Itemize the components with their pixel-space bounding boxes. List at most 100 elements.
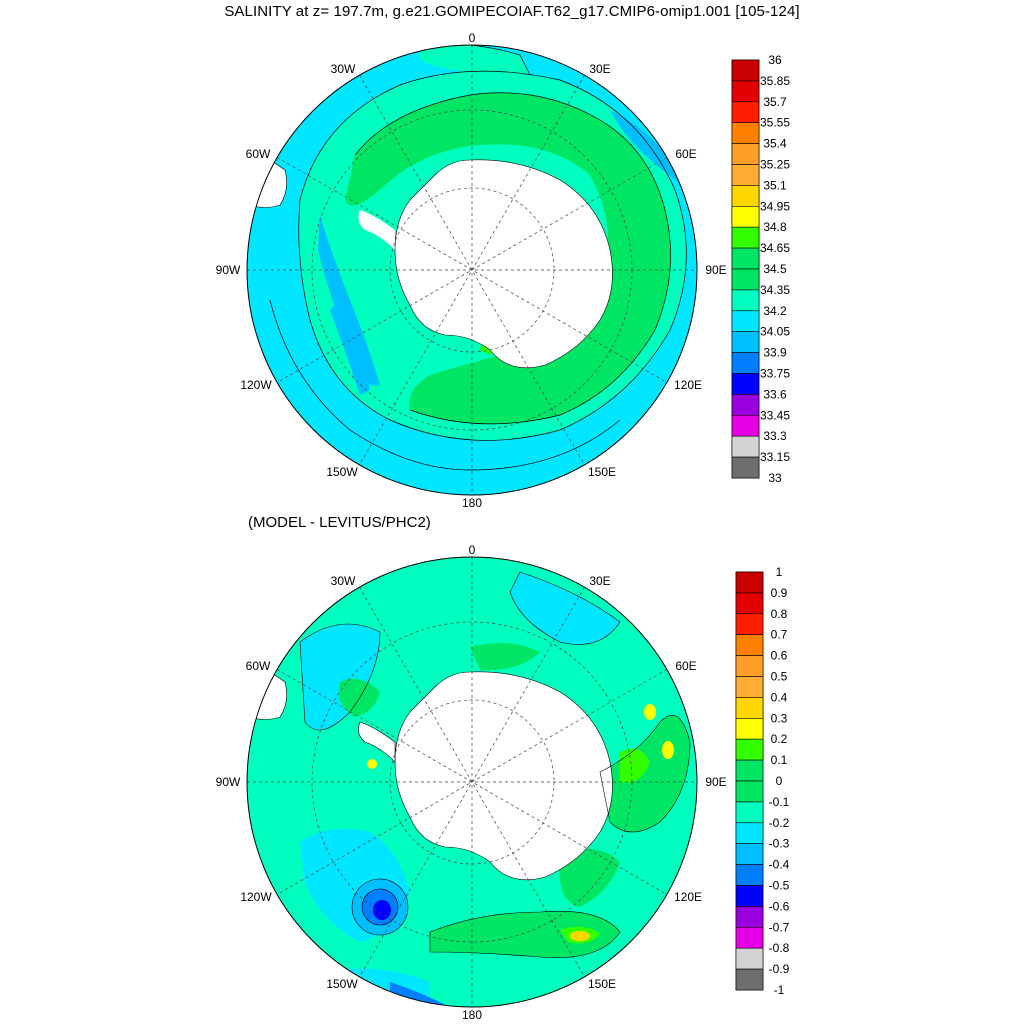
colorbar-box (731, 206, 760, 228)
colorbar-box (735, 676, 764, 698)
colorbar-box (731, 331, 760, 353)
colorbar-tick-label: 0.1 (771, 753, 788, 767)
colorbar-box (735, 885, 764, 907)
colorbar-box (735, 759, 764, 782)
colorbar-box (735, 697, 764, 719)
colorbar-tick-label: -0.6 (769, 899, 790, 913)
lon-label-150e: 150E (588, 465, 616, 479)
colorbar-tick-label: -0.5 (769, 879, 790, 893)
colorbar-box (731, 394, 760, 416)
colorbar-box (731, 143, 760, 165)
colorbar-tick-label: 34.65 (760, 241, 790, 255)
colorbar-box (735, 780, 764, 803)
difference-map-panel: 0 30E 60E 90E 120E 150E 180 150W 120W 90… (216, 543, 790, 1022)
colorbar-tick-label: -0.9 (769, 962, 790, 976)
colorbar-tick-label: 36 (768, 53, 782, 67)
colorbar-tick-label: 34.05 (760, 325, 790, 339)
colorbar-tick-label: 33.6 (763, 387, 787, 401)
colorbar-box (735, 906, 764, 928)
colorbar-tick-label: -1 (774, 983, 785, 997)
colorbar-tick-label: 33 (768, 471, 782, 485)
colorbar-box (731, 59, 760, 82)
lon-label-0: 0 (469, 543, 476, 557)
colorbar-box (731, 185, 760, 207)
lon-label-180: 180 (462, 1008, 482, 1022)
colorbar-box (731, 289, 760, 312)
colorbar-tick-label: 0 (776, 774, 783, 788)
colorbar-tick-label: 33.75 (760, 367, 790, 381)
lon-label-180: 180 (462, 496, 482, 510)
colorbar-tick-label: -0.1 (769, 795, 790, 809)
lon-label-0: 0 (469, 31, 476, 45)
colorbar-box (735, 738, 764, 761)
lon-label-120w: 120W (240, 890, 272, 904)
colorbar-tick-label: 0.6 (771, 649, 788, 663)
colorbar-box (731, 226, 760, 249)
lon-label-90e: 90E (705, 263, 726, 277)
graticule-lines (247, 45, 697, 495)
colorbar-tick-label: 34.8 (763, 220, 787, 234)
colorbar-tick-label: 0.8 (771, 607, 788, 621)
colorbar-tick-label: -0.2 (769, 816, 790, 830)
colorbar-tick-label: 35.25 (760, 158, 790, 172)
colorbar-tick-label: 0.9 (771, 586, 788, 600)
colorbar-box (735, 634, 764, 656)
colorbar-box (731, 101, 760, 124)
colorbar-box (735, 592, 764, 615)
colorbar-tick-label: 0.4 (771, 690, 788, 704)
colorbar-box (735, 655, 764, 677)
figure-title: SALINITY at z= 197.7m, g.e21.GOMIPECOIAF… (224, 3, 800, 20)
colorbar-box (735, 613, 764, 636)
lon-label-150w: 150W (326, 977, 358, 991)
colorbar-tick-label: 34.95 (760, 199, 790, 213)
colorbar-tick-label: 33.3 (763, 429, 787, 443)
colorbar-box (735, 571, 764, 594)
lon-label-90w: 90W (216, 263, 241, 277)
lon-label-30e: 30E (589, 574, 610, 588)
colorbar-box (735, 822, 764, 844)
colorbar-tick-label: 33.45 (760, 408, 790, 422)
colorbar-tick-label: -0.7 (769, 920, 790, 934)
colorbar-box (735, 926, 764, 949)
graticule-lines (247, 557, 697, 1007)
colorbar-box (731, 80, 760, 103)
lon-label-150w: 150W (326, 465, 358, 479)
lon-label-30w: 30W (331, 62, 356, 76)
colorbar-box (735, 718, 764, 740)
colorbar-box (731, 247, 760, 270)
colorbar-tick-label: 35.4 (763, 137, 787, 151)
colorbar-box (735, 864, 764, 886)
colorbar-tick-label: 1 (776, 565, 783, 579)
colorbar-box (731, 435, 760, 458)
colorbar-box (731, 310, 760, 332)
salinity-map-panel: 0 30E 60E 90E 120E 150E 180 150W 120W 90… (216, 31, 791, 510)
colorbar-box (731, 456, 760, 479)
lon-label-120e: 120E (674, 378, 702, 392)
lon-label-60w: 60W (246, 147, 271, 161)
colorbar-box (735, 947, 764, 970)
colorbar-tick-label: 35.55 (760, 116, 790, 130)
colorbar-tick-label: 34.5 (763, 262, 787, 276)
colorbar-tick-label: -0.8 (769, 941, 790, 955)
lon-label-120w: 120W (240, 378, 272, 392)
colorbar-box (735, 801, 764, 824)
colorbar-tick-label: 0.2 (771, 732, 788, 746)
colorbar-box (731, 268, 760, 291)
colorbar-box (735, 843, 764, 865)
colorbar-box (731, 164, 760, 186)
lon-label-60e: 60E (675, 147, 696, 161)
difference-subtitle: (MODEL - LEVITUS/PHC2) (248, 514, 431, 531)
colorbar-tick-label: -0.3 (769, 837, 790, 851)
colorbar-tick-label: 33.9 (763, 346, 787, 360)
colorbar-tick-label: 34.35 (760, 283, 790, 297)
colorbar-tick-label: 0.5 (771, 670, 788, 684)
lon-label-30w: 30W (331, 574, 356, 588)
colorbar-tick-label: 0.7 (771, 628, 788, 642)
lon-label-60w: 60W (246, 659, 271, 673)
colorbar-tick-label: 0.3 (771, 711, 788, 725)
lon-label-60e: 60E (675, 659, 696, 673)
colorbar-tick-label: 33.15 (760, 450, 790, 464)
colorbar-box (731, 373, 760, 395)
colorbar-box (735, 968, 764, 991)
colorbar-box (731, 414, 760, 437)
